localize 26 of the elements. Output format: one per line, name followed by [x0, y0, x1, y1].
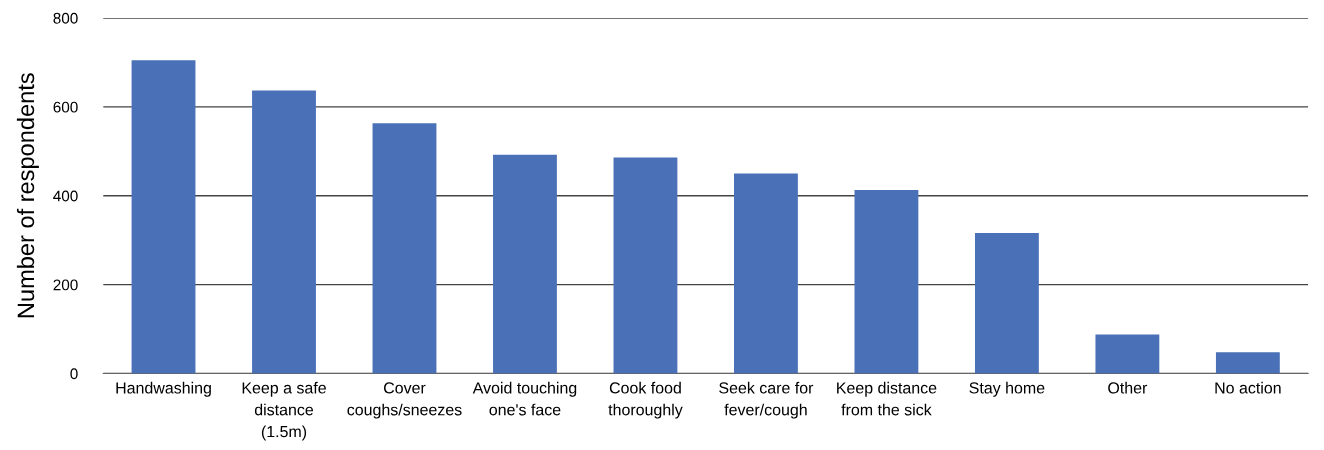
- bar: [613, 157, 678, 374]
- bar: [252, 90, 316, 374]
- bar: [372, 123, 437, 374]
- x-tick-label: Avoid touching one's face: [472, 381, 577, 416]
- y-tick-label: 400: [53, 190, 78, 202]
- bar: [854, 189, 919, 374]
- y-tick-label: 0: [70, 368, 78, 380]
- x-tick-label: Cook food thoroughly: [608, 381, 683, 419]
- bar: [734, 173, 798, 374]
- x-tick-label: Other: [1108, 381, 1148, 394]
- x-tick-label: Keep distance from the sick: [837, 381, 937, 416]
- y-tick-label: 800: [53, 12, 78, 24]
- x-tick-label: No action: [1215, 381, 1281, 394]
- x-tick-label: Keep a safe distance (1.5m): [242, 381, 326, 441]
- bar: [1095, 334, 1160, 374]
- bar: [131, 60, 196, 374]
- x-tick-label: Seek care for fever/cough: [719, 381, 814, 419]
- y-tick-label: 600: [53, 101, 78, 113]
- y-axis-title: Number of respondents: [16, 73, 39, 318]
- bar: [1215, 352, 1280, 374]
- x-tick-label: Cover coughs/sneezes: [347, 382, 462, 419]
- y-tick-label: 200: [53, 279, 78, 291]
- x-tick-label: Handwashing: [116, 381, 211, 397]
- bar: [974, 233, 1039, 374]
- bar: [493, 154, 557, 374]
- x-tick-label: Stay home: [969, 381, 1045, 397]
